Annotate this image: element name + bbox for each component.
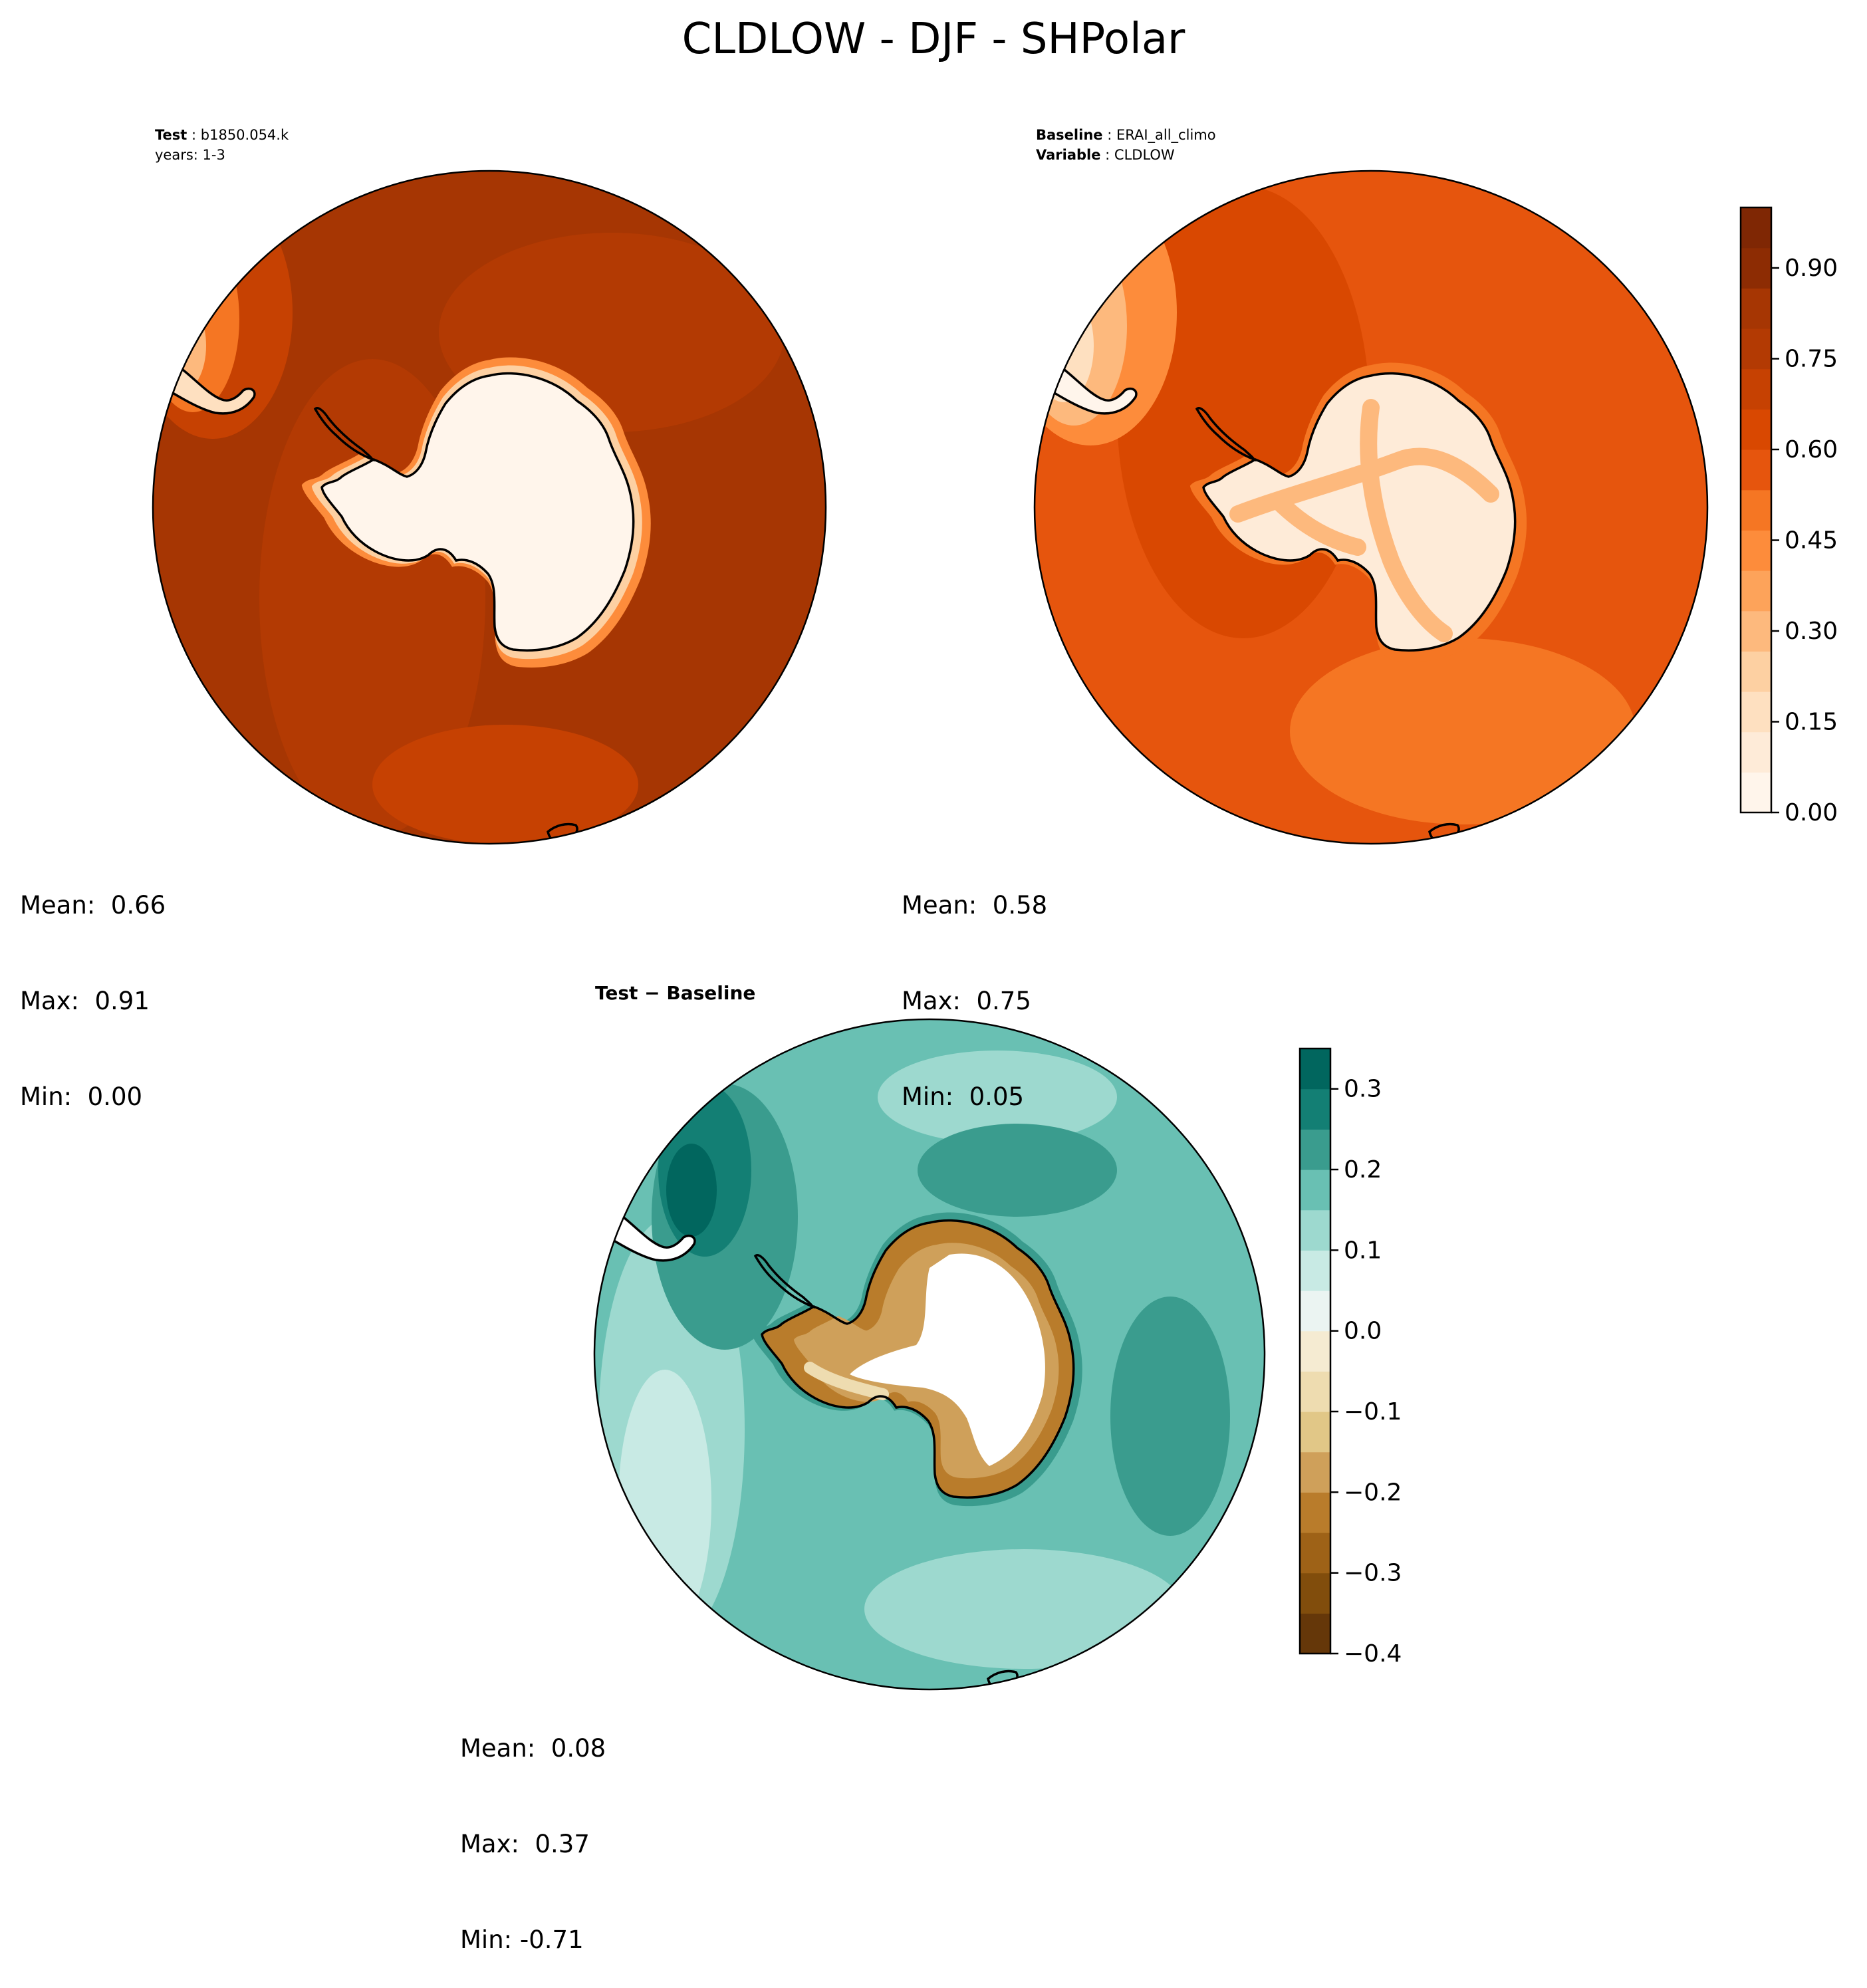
colorbar-segment — [1300, 1170, 1330, 1211]
colorbar-segment — [1741, 772, 1771, 813]
baseline-header: Baseline : ERAI_all_climo Variable : CLD… — [1036, 127, 1216, 163]
test-header: Test : b1850.054.k years: 1-3 — [155, 125, 289, 165]
colorbar-segment — [1300, 1371, 1330, 1412]
colorbar-segment — [1300, 1533, 1330, 1574]
interior-ridge — [1229, 399, 1499, 642]
diff-title: Test − Baseline — [595, 982, 756, 1004]
colorbar-segment — [1741, 489, 1771, 531]
map-panel-baseline — [1033, 170, 1709, 845]
colorbar-frame — [1299, 1047, 1332, 1655]
field-band — [1110, 1297, 1230, 1536]
map-boundary — [1033, 170, 1709, 845]
variable-name: CLDLOW — [1114, 147, 1175, 163]
ice-interior — [850, 1253, 1045, 1466]
stat-max: Max: 0.75 — [902, 987, 1031, 1015]
colorbar-segment — [1300, 1088, 1330, 1130]
colorbar-tick-label: 0.0 — [1344, 1318, 1382, 1345]
colorbar-tick-label: 0.2 — [1344, 1156, 1382, 1183]
stat-max: Max: 0.91 — [20, 987, 150, 1015]
colorbar-tick-label: 0.60 — [1785, 436, 1838, 463]
colorbar-segment — [1300, 1492, 1330, 1533]
colorbar-segment — [1300, 1451, 1330, 1493]
colorbar-segment — [1300, 1291, 1330, 1332]
map-boundary — [152, 170, 827, 845]
colorbar-main: 0.00 0.15 0.30 0.45 0.60 0.75 0.90 — [1739, 206, 1838, 826]
colorbar-segment — [1300, 1049, 1330, 1090]
colorbar-segment — [1300, 1613, 1330, 1654]
colorbar-segment — [1741, 368, 1771, 410]
colorbar-segment — [1300, 1250, 1330, 1291]
colorbar-tick-label: 0.15 — [1785, 709, 1838, 736]
stats-difference: Mean: 0.08 Max: 0.37 Min: -0.71 — [460, 1669, 606, 1988]
field-band — [666, 1144, 717, 1237]
colorbar-tick-label: 0.3 — [1344, 1076, 1382, 1103]
field-band — [918, 1124, 1117, 1217]
colorbar-segment — [1741, 610, 1771, 652]
stat-min: Min: -0.71 — [460, 1926, 584, 1954]
colorbar-segment — [1300, 1330, 1330, 1372]
stat-min: Min: 0.05 — [902, 1082, 1025, 1111]
field-band — [1290, 638, 1636, 824]
test-years: years: 1-3 — [155, 147, 225, 163]
colorbar-segment — [1741, 409, 1771, 450]
colorbar-segment — [1741, 207, 1771, 249]
stat-max: Max: 0.37 — [460, 1830, 590, 1858]
stats-baseline: Mean: 0.58 Max: 0.75 Min: 0.05 — [902, 826, 1047, 1145]
colorbar-tick-label: −0.1 — [1344, 1398, 1402, 1426]
colorbar-tick-label: 0.30 — [1785, 618, 1838, 645]
colorbar-tick-label: 0.00 — [1785, 799, 1838, 826]
colorbar-segment — [1300, 1412, 1330, 1453]
colorbar-diff: −0.4 −0.3 −0.2 −0.1 0.0 0.1 0.2 0.3 — [1299, 1047, 1402, 1668]
colorbar-segment — [1300, 1129, 1330, 1170]
field-band — [878, 1051, 1117, 1144]
colorbar-tick-label: 0.1 — [1344, 1237, 1382, 1264]
colorbar-segment — [1741, 247, 1771, 289]
figure-canvas: 0.000.150.300.450.600.750.90 −0.4−0.3−0.… — [152, 170, 1838, 1691]
stat-mean: Mean: 0.66 — [20, 891, 166, 920]
colorbar-segment — [1741, 449, 1771, 491]
colorbar-tick-label: −0.2 — [1344, 1479, 1402, 1506]
variable-label: Variable — [1036, 147, 1101, 163]
colorbar-frame — [1739, 206, 1773, 814]
colorbar-tick-label: −0.3 — [1344, 1560, 1402, 1587]
colorbar-tick-label: 0.90 — [1785, 255, 1838, 282]
colorbar-tick-label: 0.75 — [1785, 346, 1838, 373]
colorbar-segment — [1741, 530, 1771, 571]
colorbar-segment — [1741, 288, 1771, 329]
test-label: Test — [155, 127, 187, 143]
field-band — [864, 1549, 1183, 1669]
test-case-name: b1850.054.k — [200, 127, 289, 143]
baseline-label: Baseline — [1036, 127, 1103, 143]
colorbar-segment — [1300, 1209, 1330, 1251]
figure-title: CLDLOW - DJF - SHPolar — [682, 15, 1185, 64]
colorbar-segment — [1741, 328, 1771, 370]
stats-test: Mean: 0.66 Max: 0.91 Min: 0.00 — [20, 826, 166, 1145]
colorbar-segment — [1741, 691, 1771, 733]
stat-min: Min: 0.00 — [20, 1082, 143, 1111]
colorbar-segment — [1741, 731, 1771, 773]
ice-rim — [804, 1362, 889, 1400]
colorbar-tick-label: −0.4 — [1344, 1640, 1402, 1668]
baseline-case-name: ERAI_all_climo — [1116, 127, 1216, 143]
stat-mean: Mean: 0.08 — [460, 1734, 606, 1763]
colorbar-segment — [1300, 1572, 1330, 1614]
map-panel-difference — [593, 1018, 1266, 1691]
colorbar-segment — [1741, 570, 1771, 612]
map-boundary — [593, 1018, 1266, 1691]
colorbar-segment — [1741, 651, 1771, 692]
stat-mean: Mean: 0.58 — [902, 891, 1048, 920]
map-panel-test — [152, 170, 827, 845]
field-band — [372, 725, 638, 844]
colorbar-tick-label: 0.45 — [1785, 527, 1838, 555]
